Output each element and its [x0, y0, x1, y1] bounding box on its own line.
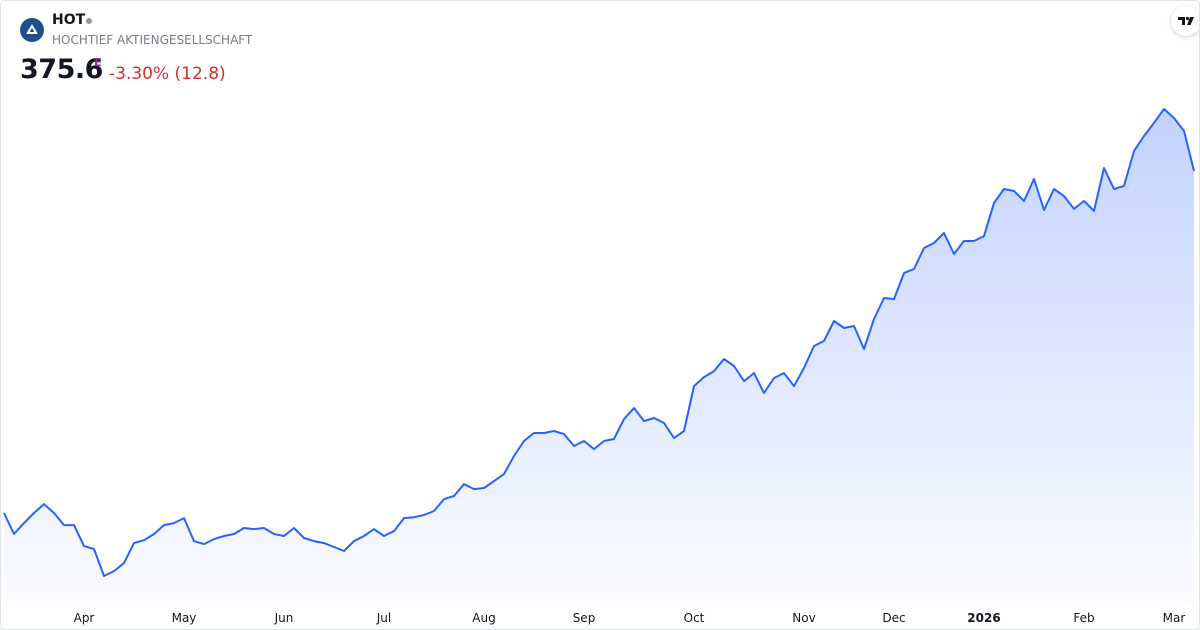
x-tick-label: Aug [472, 611, 495, 625]
x-tick-label: Dec [882, 611, 905, 625]
x-tick-label: Nov [792, 611, 815, 625]
company-logo [20, 18, 44, 42]
x-tick-label: Mar [1163, 611, 1186, 625]
x-tick-label: May [172, 611, 197, 625]
x-tick-label: Oct [684, 611, 705, 625]
price-flag: E [94, 56, 102, 69]
company-name: HOCHTIEF AKTIENGESELLSCHAFT [52, 33, 253, 47]
tradingview-icon [1178, 16, 1194, 25]
x-tick-label: Sep [573, 611, 596, 625]
x-tick-label: Apr [74, 611, 95, 625]
status-dot [86, 18, 92, 24]
price-change: -3.30% (12.8) [109, 64, 226, 84]
x-tick-label: 2026 [967, 611, 1000, 625]
symbol: HOT [52, 12, 86, 28]
tradingview-logo[interactable] [1171, 6, 1199, 36]
x-tick-label: Jun [274, 611, 294, 625]
x-tick-label: Feb [1073, 611, 1094, 625]
x-tick-label: Jul [376, 611, 391, 625]
price-line [3, 108, 1195, 577]
last-price: 375.6 [20, 54, 103, 85]
price-area [4, 109, 1194, 603]
